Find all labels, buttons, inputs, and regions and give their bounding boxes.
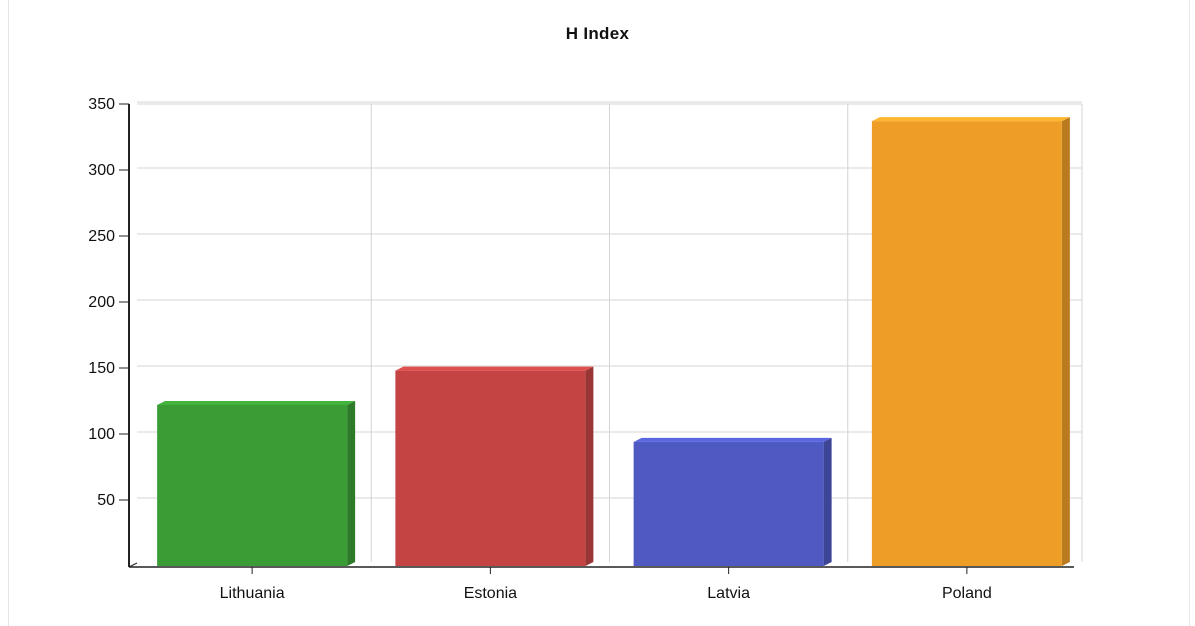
bar-side-poland (1061, 117, 1070, 566)
panel-right-border (1189, 0, 1190, 626)
bar-lithuania (157, 404, 348, 566)
y-tick-label: 250 (88, 228, 115, 245)
x-tick-label: Poland (942, 585, 992, 602)
panel-left-border (8, 0, 9, 626)
bar-side-latvia (823, 437, 832, 566)
bar-estonia (395, 370, 586, 566)
y-tick-label: 350 (88, 96, 115, 113)
x-tick-label: Estonia (464, 585, 517, 602)
y-tick-label: 100 (88, 426, 115, 443)
bar-poland (871, 121, 1062, 566)
x-axis-depth-edge (128, 562, 138, 568)
x-tick-label: Lithuania (220, 585, 285, 602)
y-tick-label: 300 (88, 162, 115, 179)
bar-latvia (633, 441, 824, 566)
bar-top-latvia (633, 437, 832, 442)
bar-top-estonia (395, 366, 594, 371)
axes-group (119, 103, 1074, 574)
y-tick-label: 150 (88, 360, 115, 377)
bar-top-poland (871, 117, 1070, 122)
y-tick-label: 200 (88, 294, 115, 311)
tick-labels-group: 50 100 150 200 250 300 350 Lithuania Estonia Latv… (88, 96, 991, 602)
bar-side-estonia (585, 366, 594, 566)
bar-side-lithuania (347, 400, 356, 566)
x-tick-label: Latvia (707, 585, 750, 602)
y-tick-label: 50 (97, 492, 115, 509)
bar-top-lithuania (157, 400, 356, 405)
chart-title: H Index (565, 24, 630, 43)
bars-group (157, 117, 1070, 566)
